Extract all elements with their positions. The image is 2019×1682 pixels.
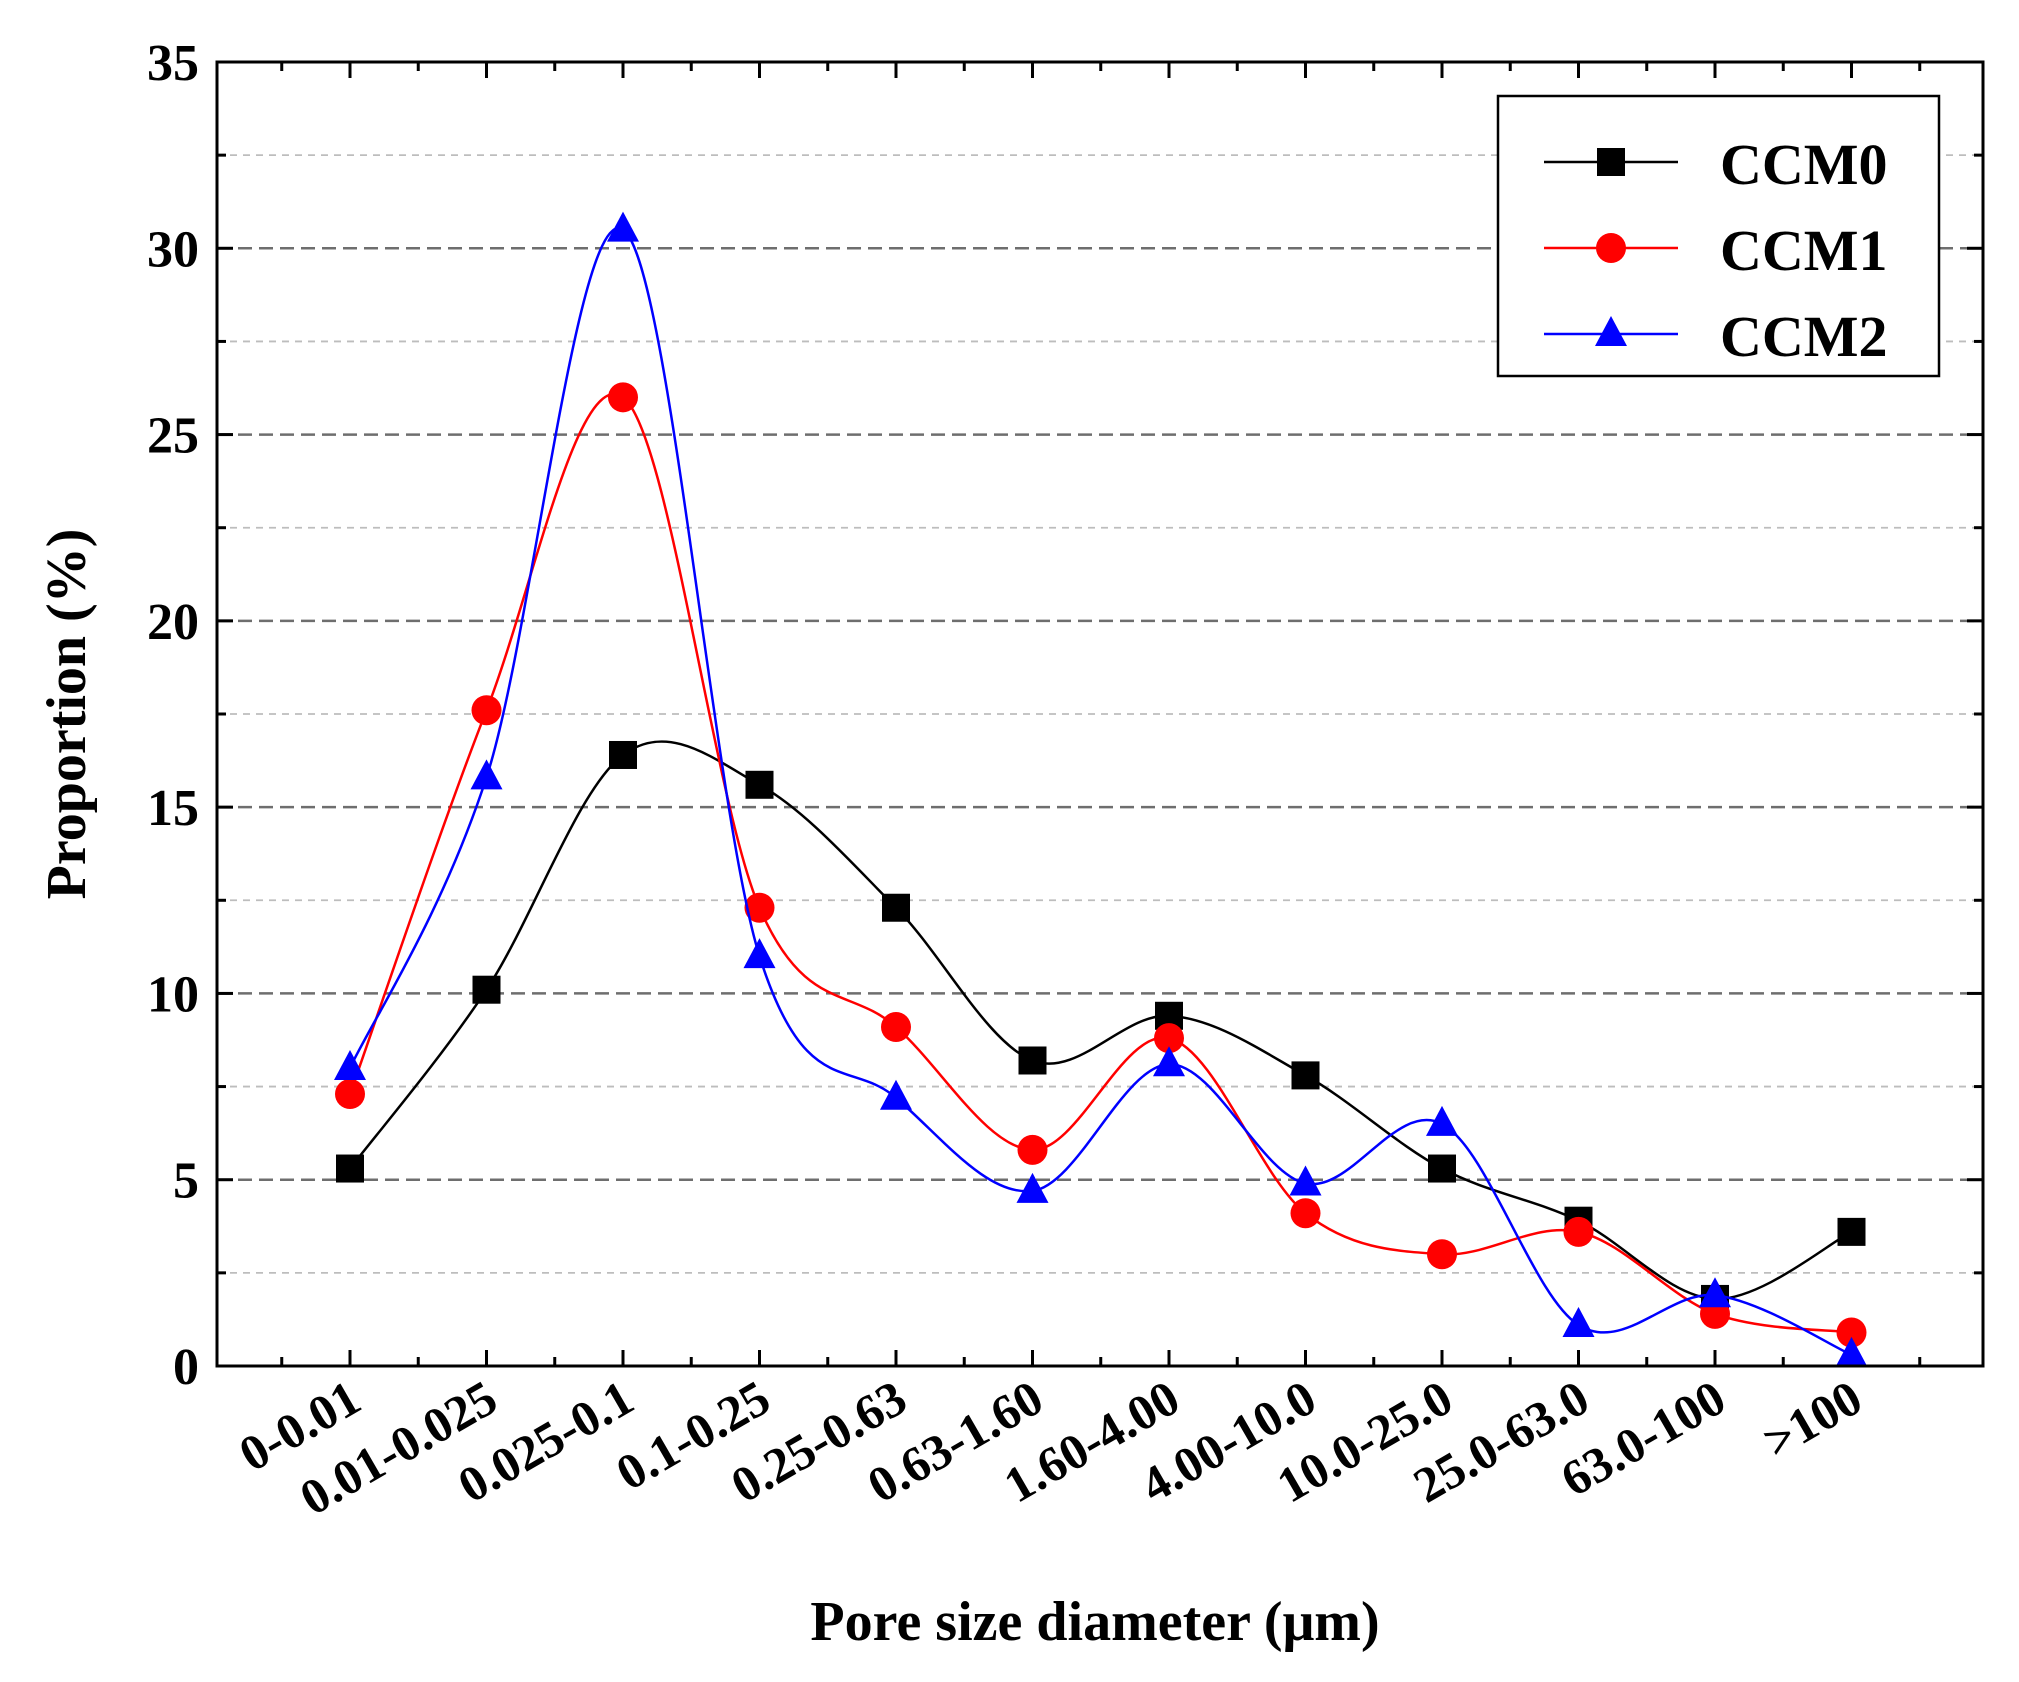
legend-label-ccm1: CCM1: [1720, 218, 1888, 283]
y-tick-label: 35: [147, 35, 199, 92]
data-point-ccm2: [1289, 1165, 1322, 1196]
y-tick-label: 20: [147, 594, 199, 651]
data-point-ccm2: [334, 1049, 366, 1080]
series-line-ccm1: [348, 393, 1852, 1334]
data-point-ccm2: [743, 938, 776, 969]
data-point-ccm0: [1837, 1217, 1866, 1246]
y-tick-labels: 0 5 10 15 20 25 30 35: [147, 35, 199, 1396]
legend-marker-ccm2: [1595, 316, 1627, 346]
data-point-ccm0: [1018, 1046, 1047, 1075]
legend-label-ccm2: CCM2: [1720, 304, 1888, 369]
series-ccm1: [335, 382, 1867, 1348]
data-point-ccm0: [745, 770, 774, 799]
data-point-ccm1: [471, 695, 502, 726]
plot-area-frame: [215, 60, 1985, 1368]
y-tick-label: 10: [147, 966, 199, 1023]
data-point-ccm2: [607, 211, 639, 242]
data-point-ccm1: [1154, 1023, 1184, 1054]
data-point-ccm1: [1563, 1216, 1594, 1247]
series-line-ccm2: [348, 226, 1853, 1356]
data-point-ccm2: [1426, 1105, 1458, 1136]
data-point-ccm1: [608, 382, 638, 413]
data-point-ccm1: [1836, 1317, 1867, 1348]
x-tick-label: >100: [1753, 1369, 1871, 1469]
y-tick-label: 25: [147, 408, 199, 465]
legend: CCM0 CCM1 CCM2: [1496, 94, 1941, 378]
data-point-ccm2: [1153, 1046, 1185, 1077]
series-ccm2: [334, 211, 1868, 1367]
data-point-ccm0: [882, 893, 910, 922]
x-axis-title: Pore size diameter (μm): [810, 1591, 1379, 1653]
data-point-ccm2: [1835, 1336, 1868, 1367]
data-point-ccm0: [336, 1154, 364, 1183]
data-point-ccm1: [744, 892, 775, 923]
data-point-ccm0: [1428, 1154, 1456, 1183]
data-point-ccm2: [1562, 1307, 1595, 1338]
legend-marker-ccm0: [1597, 148, 1625, 176]
legend-label-ccm0: CCM0: [1720, 132, 1888, 197]
data-point-ccm2: [1699, 1277, 1731, 1308]
y-tick-label: 0: [173, 1339, 199, 1396]
data-point-ccm2: [470, 759, 503, 790]
data-point-ccm0: [1291, 1061, 1320, 1090]
legend-box: [1496, 94, 1941, 378]
data-point-ccm0: [472, 975, 501, 1004]
data-series: [334, 211, 1868, 1367]
grid-lines: [217, 154, 1983, 1274]
y-tick-label: 5: [173, 1153, 199, 1210]
data-point-ccm1: [1017, 1134, 1048, 1165]
y-tick-label: 30: [147, 221, 199, 278]
data-point-ccm1: [335, 1079, 365, 1110]
legend-marker-ccm1: [1596, 233, 1626, 263]
series-ccm0: [336, 740, 1866, 1313]
data-point-ccm2: [1016, 1172, 1049, 1203]
data-point-ccm0: [609, 740, 637, 769]
series-line-ccm0: [349, 740, 1853, 1301]
y-axis-title: Proportion (%): [36, 529, 98, 900]
data-point-ccm2: [880, 1079, 912, 1110]
y-tick-label: 15: [147, 780, 199, 837]
data-point-ccm1: [1427, 1239, 1457, 1270]
data-point-ccm1: [1290, 1198, 1321, 1229]
x-tick-labels: 0-0.010.01-0.0250.025-0.10.1-0.250.25-0.…: [230, 1369, 1871, 1526]
data-point-ccm1: [881, 1011, 911, 1042]
